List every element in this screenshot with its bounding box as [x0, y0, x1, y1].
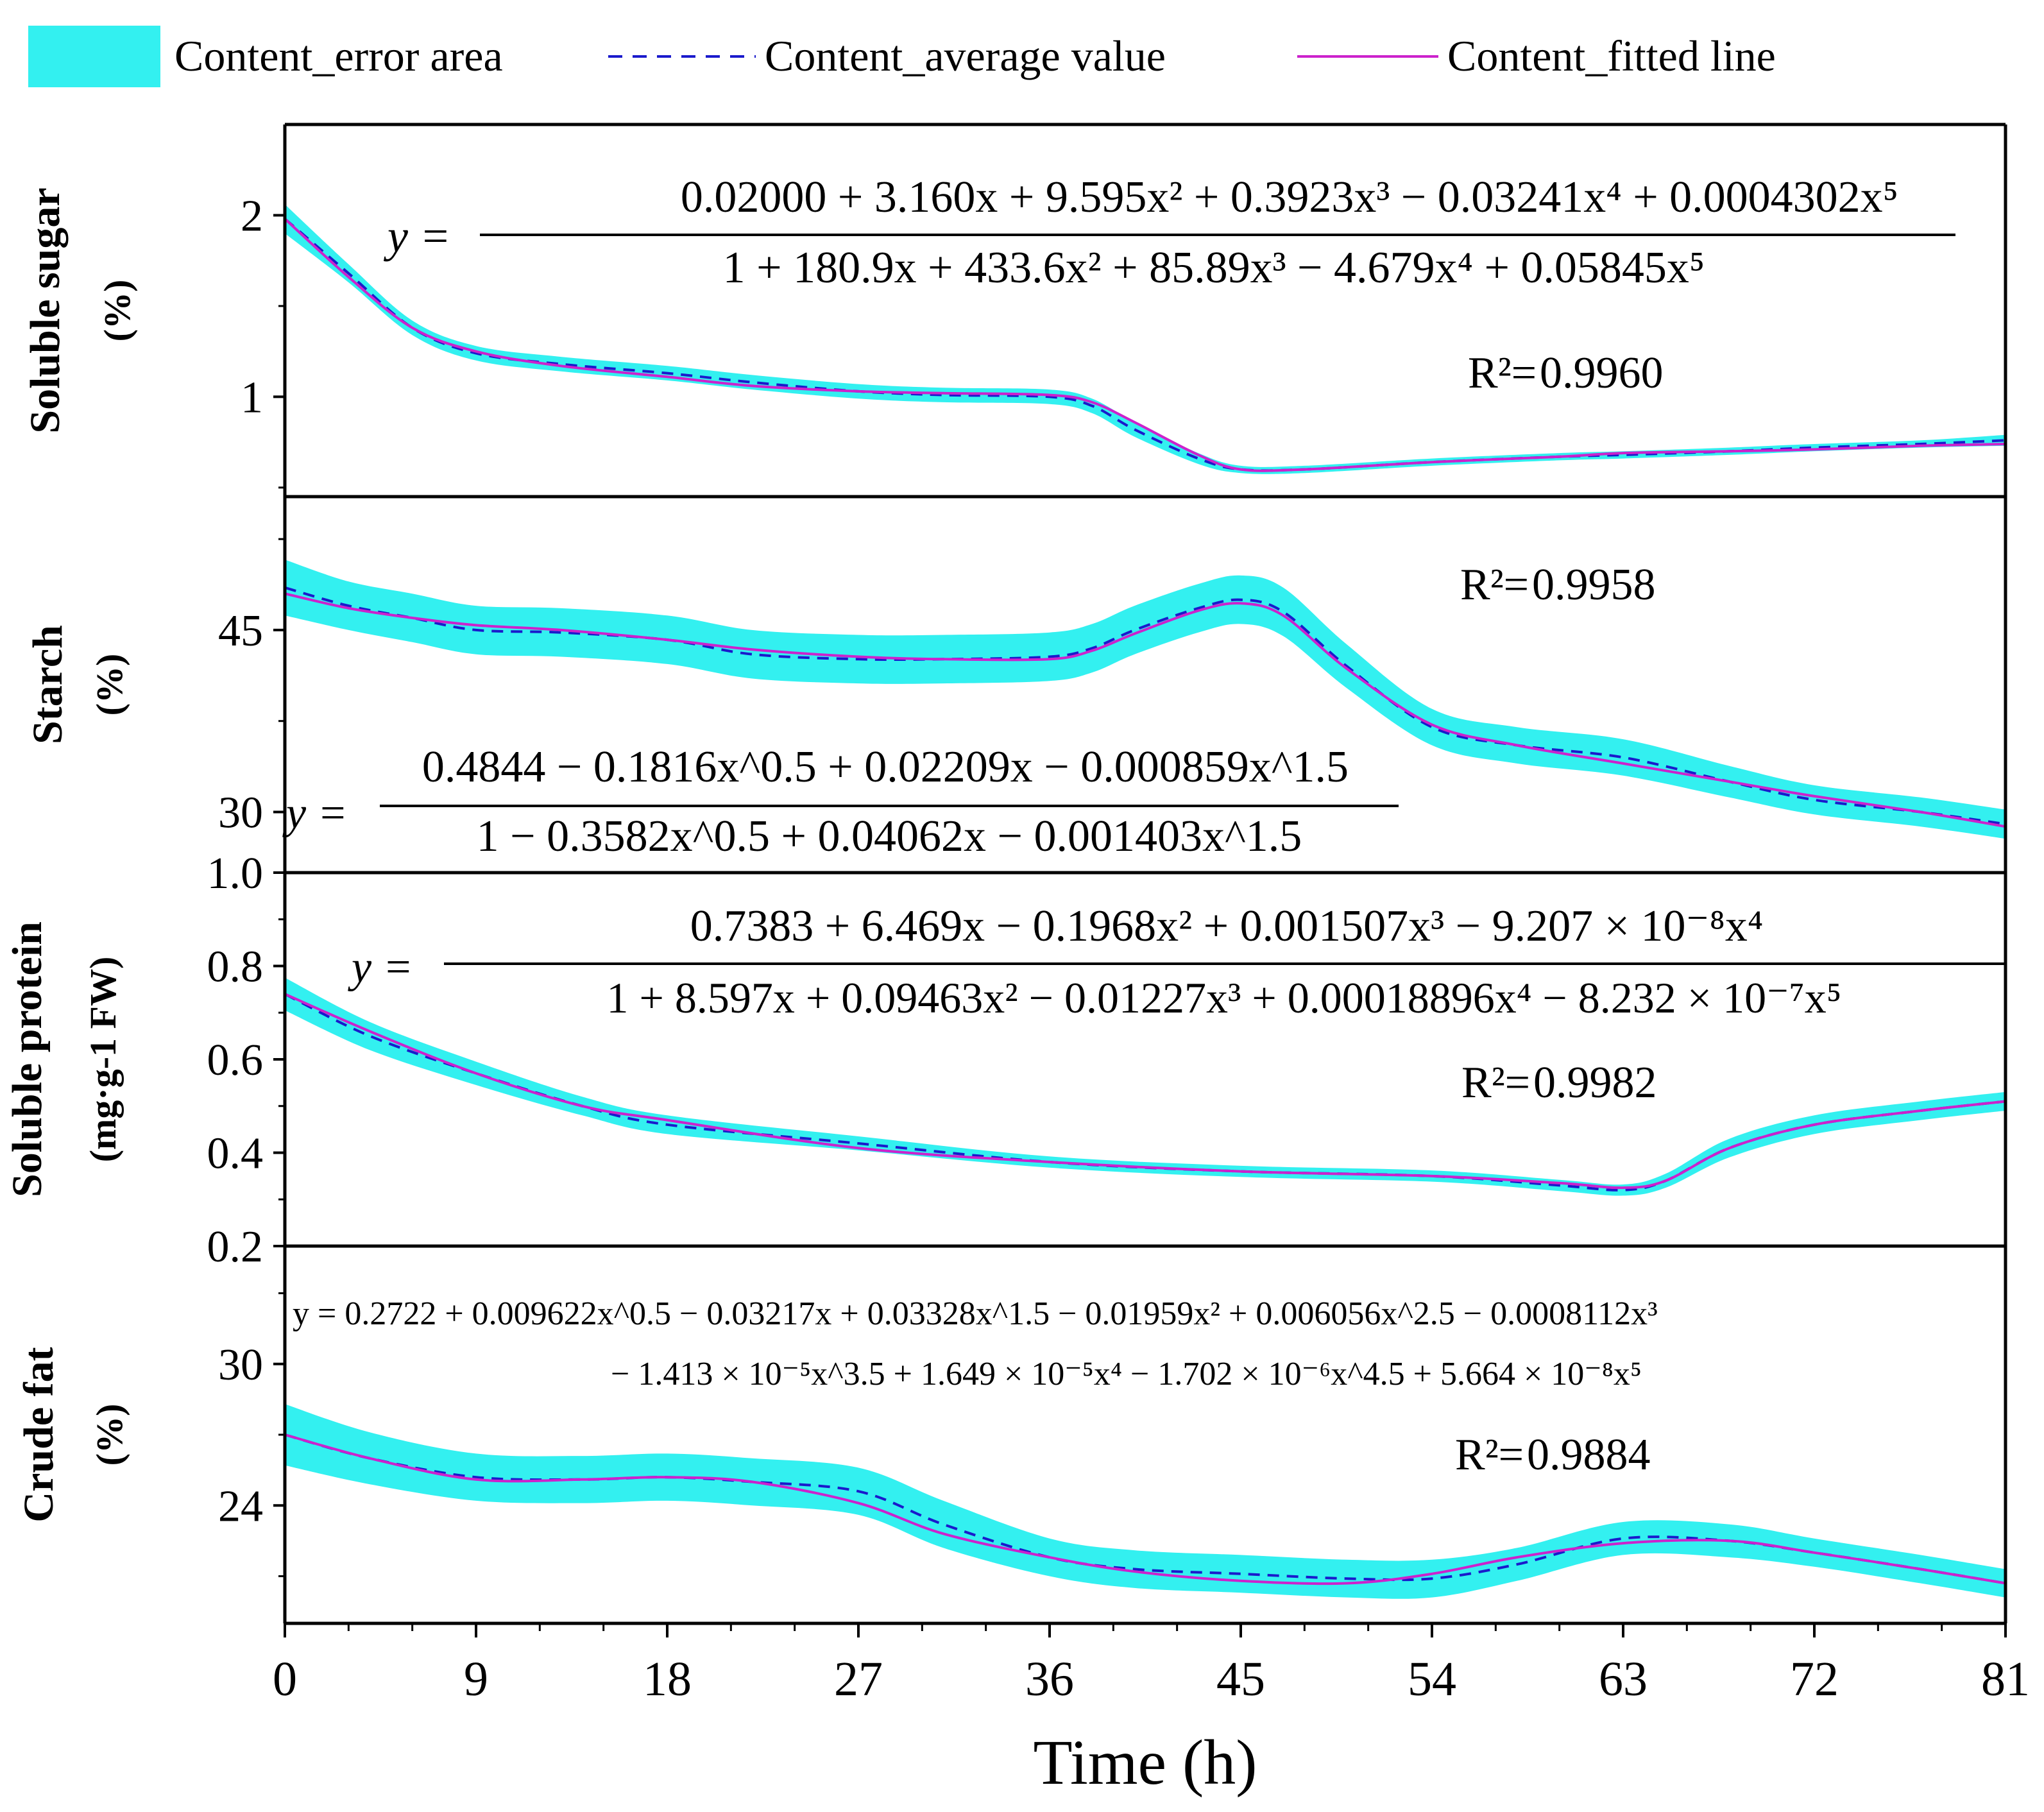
panel-soluble-protein: 0.2 0.4 0.6 0.8 1.0 Soluble protein (mg·g-1 FW…	[4, 849, 2006, 1272]
legend-error-label: Content_error area	[175, 31, 503, 80]
crude-fat-fitted-line	[284, 1433, 2006, 1585]
panel-crude-fat: 24 30 Crude fat (%)	[15, 1292, 2006, 1599]
protein-equation-numerator: 0.7383 + 6.469x − 0.1968x² + 0.001507x³ …	[690, 902, 1764, 951]
soluble-protein-ytick-label: 0.6	[207, 1036, 264, 1085]
xtick-label: 0	[273, 1652, 297, 1706]
legend: Content_error area Content_average value…	[28, 26, 1776, 87]
xtick-label: 27	[834, 1652, 883, 1706]
fat-r2-prefix: R²=	[1455, 1430, 1524, 1480]
starch-r2: 0.9958	[1532, 560, 1656, 610]
fat-equation-line2: − 1.413 × 10⁻⁵x^3.5 + 1.649 × 10⁻⁵x⁴ − 1…	[611, 1356, 1642, 1392]
soluble-sugar-error-band	[285, 204, 2006, 474]
fat-r2: 0.9884	[1527, 1430, 1651, 1480]
soluble-sugar-fitted-line	[284, 218, 2006, 472]
xtick-label: 45	[1216, 1652, 1265, 1706]
soluble-protein-ytick-label: 0.8	[207, 943, 264, 992]
starch-ylabel: Starch	[24, 625, 71, 744]
axes-frame	[283, 123, 2007, 1625]
protein-equation-y: y =	[348, 943, 413, 992]
soluble-protein-ytick-label: 1.0	[207, 849, 264, 898]
starch-equation-numerator: 0.4844 − 0.1816x^0.5 + 0.02209x − 0.0008…	[422, 742, 1349, 792]
starch-ytick-label: 30	[218, 788, 263, 837]
soluble-sugar-ytick-label: 1	[241, 373, 263, 422]
starch-average-line	[284, 586, 2006, 826]
xtick-label: 63	[1599, 1652, 1648, 1706]
starch-equation-denominator: 1 − 0.3582x^0.5 + 0.04062x − 0.001403x^1…	[477, 812, 1302, 861]
crude-fat-yunit: (%)	[89, 1404, 130, 1466]
protein-equation-denominator: 1 + 8.597x + 0.09463x² − 0.01227x³ + 0.0…	[607, 973, 1842, 1022]
crude-fat-error-band	[285, 1404, 2006, 1599]
starch-r2-prefix: R²=	[1460, 560, 1529, 610]
x-axis: 0 9 18 27 36 45 54 63 72 81 Time (h)	[273, 1623, 2030, 1798]
legend-error-swatch	[28, 26, 160, 87]
protein-r2-prefix: R²=	[1461, 1058, 1530, 1107]
xtick-label: 54	[1408, 1652, 1456, 1706]
xtick-label: 81	[1981, 1652, 2030, 1706]
starch-error-band	[285, 560, 2006, 839]
starch-equation-y: y =	[282, 789, 348, 838]
xtick-label: 9	[464, 1652, 488, 1706]
sugar-equation-numerator: 0.02000 + 3.160x + 9.595x² + 0.3923x³ − …	[681, 173, 1898, 222]
soluble-protein-yunit: (mg·g-1 FW)	[82, 957, 124, 1163]
crude-fat-ytick-label: 30	[218, 1340, 263, 1390]
sugar-r2: 0.9960	[1540, 348, 1664, 398]
legend-fitted-label: Content_fitted line	[1447, 31, 1776, 80]
soluble-protein-ylabel: Soluble protein	[4, 921, 51, 1197]
xtick-label: 36	[1025, 1652, 1074, 1706]
fat-equation-line1: y = 0.2722 + 0.009622x^0.5 − 0.03217x + …	[293, 1295, 1658, 1332]
sugar-equation-denominator: 1 + 180.9x + 433.6x² + 85.89x³ − 4.679x⁴…	[723, 243, 1705, 293]
sugar-r2-prefix: R²=	[1468, 348, 1537, 398]
protein-r2: 0.9982	[1533, 1058, 1657, 1107]
starch-ytick-label: 45	[218, 606, 263, 656]
soluble-sugar-ytick-label: 2	[241, 191, 263, 241]
crude-fat-ylabel: Crude fat	[15, 1347, 62, 1522]
soluble-protein-ytick-label: 0.4	[207, 1129, 264, 1179]
legend-average-label: Content_average value	[765, 31, 1166, 80]
xtick-label: 18	[643, 1652, 692, 1706]
starch-yunit: (%)	[89, 654, 130, 716]
sugar-equation-y: y =	[383, 210, 451, 262]
annotations: y = 0.02000 + 3.160x + 9.595x² + 0.3923x…	[282, 173, 2004, 1480]
panel-soluble-sugar: 1 2 Soluble sugar (%)	[22, 187, 2006, 489]
panel-starch: 30 45 Starch (%)	[24, 538, 2006, 839]
x-axis-label: Time (h)	[1033, 1727, 1257, 1798]
soluble-protein-fitted-line	[284, 993, 2006, 1190]
xtick-label: 72	[1790, 1652, 1839, 1706]
crude-fat-ytick-label: 24	[218, 1482, 263, 1531]
soluble-sugar-ylabel: Soluble sugar	[22, 187, 69, 433]
soluble-sugar-yunit: (%)	[96, 280, 138, 342]
starch-fitted-line	[284, 592, 2006, 828]
soluble-protein-ytick-label: 0.2	[207, 1222, 264, 1272]
